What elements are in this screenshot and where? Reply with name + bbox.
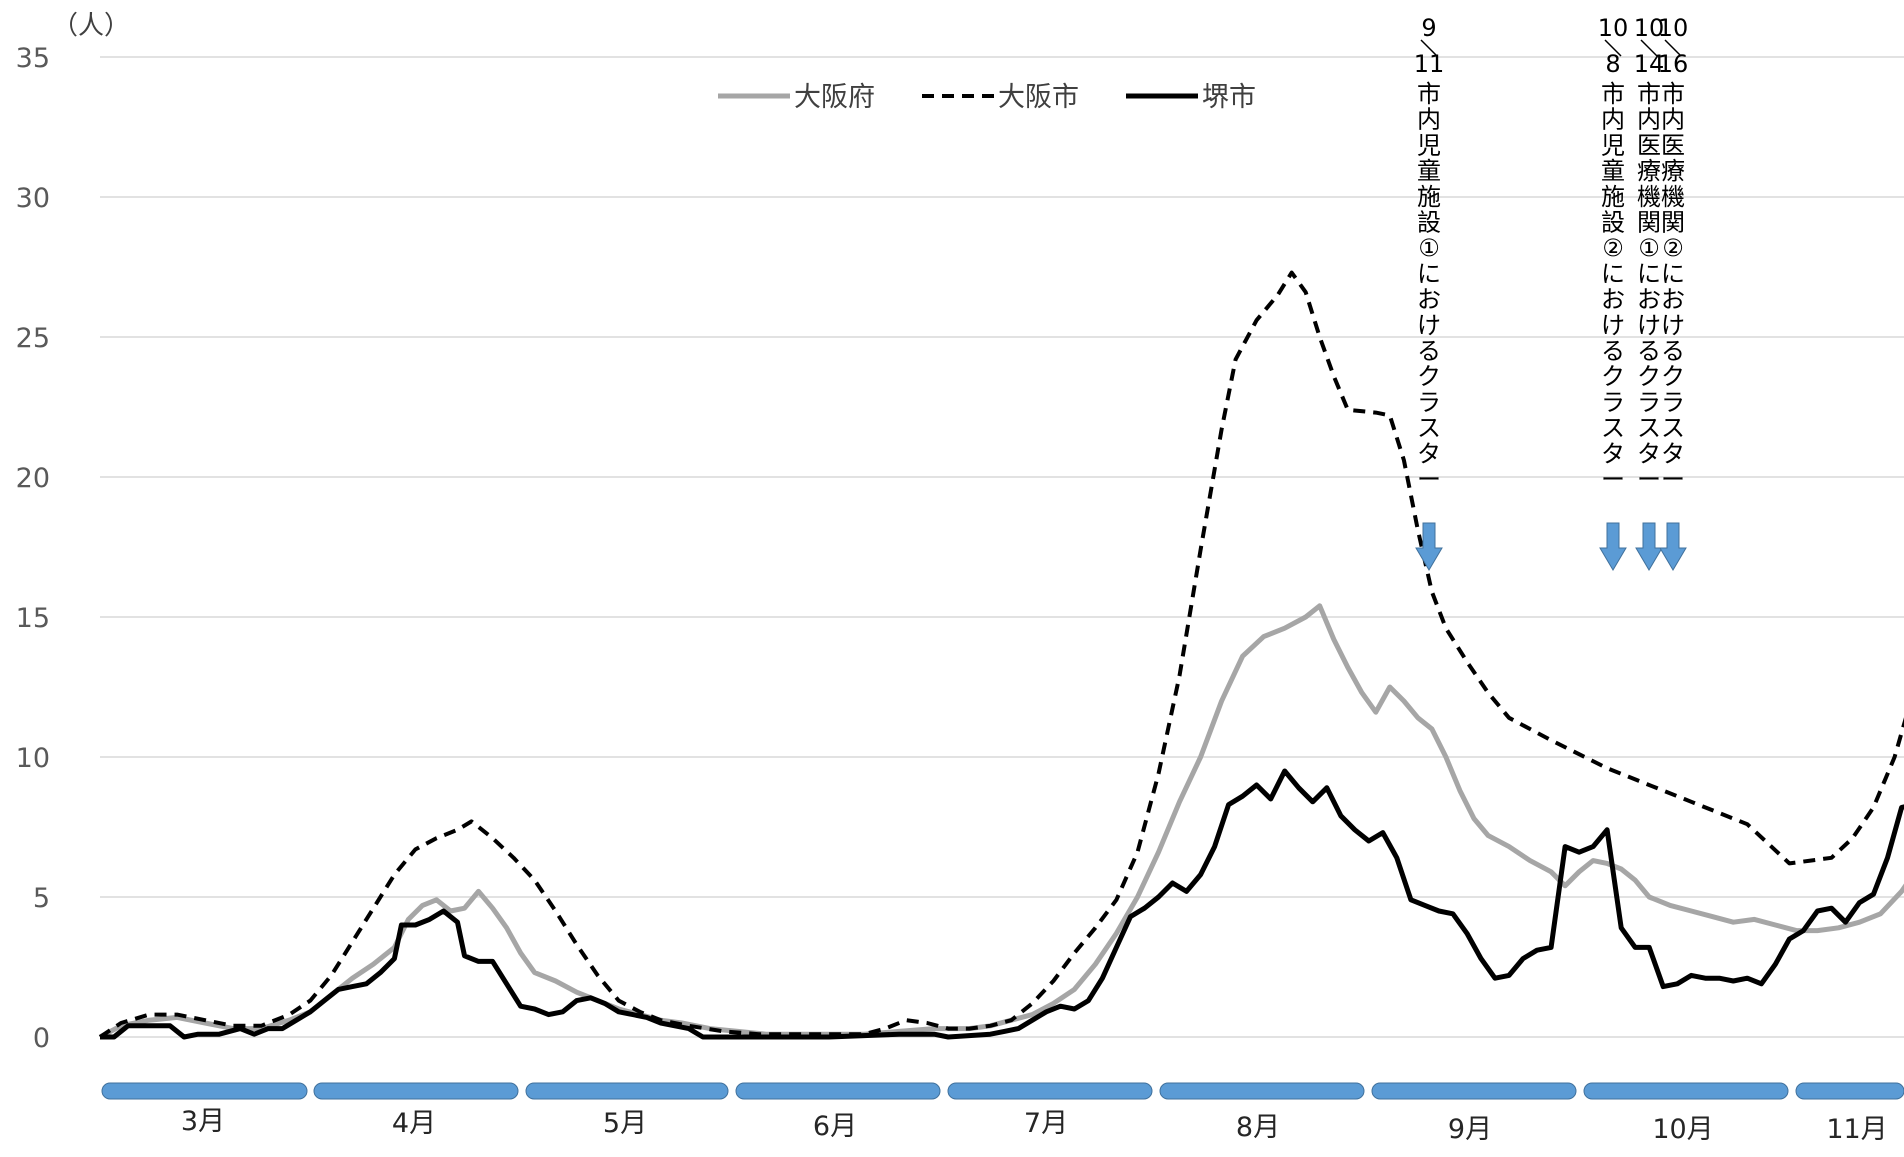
annotation-date: 11 <box>1414 50 1445 78</box>
annotation-date: 10 <box>1634 14 1665 42</box>
annotation-date: 10 <box>1598 14 1629 42</box>
y-tick-label: 10 <box>16 743 50 774</box>
month-bar <box>313 1082 519 1100</box>
series-line-2 <box>100 768 1904 1040</box>
y-tick-label: 30 <box>16 183 50 214</box>
y-tick-label: 25 <box>16 323 50 354</box>
month-label: 11月 <box>1826 1114 1887 1145</box>
annotation-text: 市内医療機関 ① におけるクラスター <box>1637 80 1661 494</box>
y-tick-labels: 0 5 10 15 20 25 30 35 <box>16 43 50 1054</box>
annotation-arrow <box>1415 522 1443 571</box>
month-label: 7月 <box>1024 1108 1068 1139</box>
legend-label: 堺市 <box>1202 82 1256 113</box>
month-bar <box>1583 1082 1789 1100</box>
month-axis: 3月 4月 5月 6月 7月 8月 9月 10月 11月 <box>101 1082 1904 1145</box>
series-line-1 <box>98 270 1904 1039</box>
annotation-text: 市内児童施設 ② におけるクラスター <box>1601 80 1625 494</box>
month-bar <box>735 1082 941 1100</box>
y-unit-label: （人） <box>52 11 130 41</box>
month-bar <box>525 1082 729 1100</box>
month-label: 9月 <box>1448 1114 1492 1145</box>
y-tick-label: 35 <box>16 43 50 74</box>
annotation-text: 市内児童施設 ① におけるクラスター <box>1417 80 1441 494</box>
series-lines <box>98 270 1904 1040</box>
y-tick-label: 20 <box>16 463 50 494</box>
annotation-text: 市内医療機関 ② におけるクラスター <box>1661 80 1685 494</box>
annotation-arrow <box>1635 522 1663 571</box>
y-tick-label: 0 <box>33 1023 50 1054</box>
month-label: 4月 <box>392 1108 436 1139</box>
annotation-date: 16 <box>1658 50 1689 78</box>
annotation-date: 8 <box>1605 50 1620 78</box>
month-bar <box>1159 1082 1365 1100</box>
annotation-arrow <box>1599 522 1627 571</box>
month-bar <box>101 1082 308 1100</box>
annotation-date-slash <box>1420 39 1438 57</box>
month-label: 10月 <box>1652 1114 1713 1145</box>
annotation-date-slash <box>1640 39 1658 57</box>
legend: 大阪府 大阪市 堺市 <box>718 82 1256 113</box>
annotation-date: 9 <box>1421 14 1436 42</box>
annotation-date-slash <box>1664 39 1682 57</box>
month-bar <box>1795 1082 1904 1100</box>
y-tick-label: 5 <box>33 883 50 914</box>
y-tick-label: 15 <box>16 603 50 634</box>
annotation-date: 14 <box>1634 50 1665 78</box>
month-label: 8月 <box>1236 1112 1280 1143</box>
annotation-date-slash <box>1604 39 1622 57</box>
month-bar <box>1371 1082 1577 1100</box>
annotation-date: 10 <box>1658 14 1689 42</box>
month-label: 5月 <box>603 1108 647 1139</box>
month-label: 3月 <box>181 1106 225 1137</box>
series-line-0 <box>98 603 1904 1040</box>
y-gridlines <box>100 56 1904 1038</box>
month-label: 6月 <box>813 1111 857 1142</box>
legend-label: 大阪市 <box>998 82 1079 113</box>
annotation-arrow <box>1659 522 1687 571</box>
month-bar <box>947 1082 1153 1100</box>
legend-label: 大阪府 <box>794 82 875 113</box>
